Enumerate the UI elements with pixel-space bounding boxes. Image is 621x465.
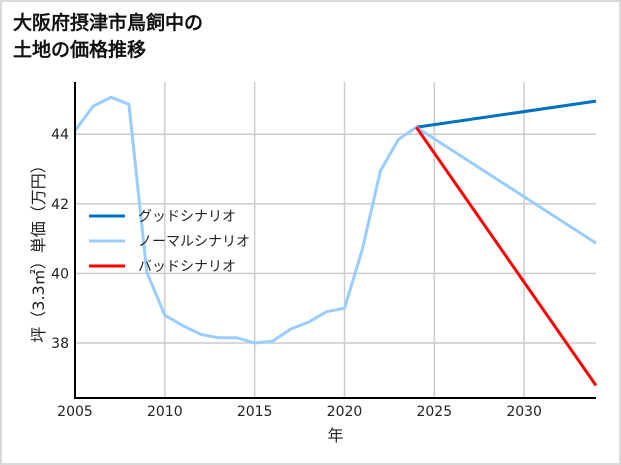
y-tick-label: 42 [51, 197, 69, 213]
legend-label: バッドシナリオ [138, 259, 236, 275]
title-line-1: 大阪府摂津市鳥飼中の [13, 12, 204, 34]
series-line-0 [416, 99, 597, 129]
x-tick-label: 2020 [327, 404, 363, 420]
series-line-2 [415, 126, 598, 387]
legend-label: グッドシナリオ [138, 209, 236, 225]
legend-label: ノーマルシナリオ [138, 234, 250, 250]
x-tick-label: 2025 [416, 404, 452, 420]
x-tick-label: 2030 [506, 404, 542, 420]
y-tick-label: 38 [51, 336, 69, 352]
x-axis-label: 年 [327, 426, 343, 445]
title-line-2: 土地の価格推移 [13, 39, 147, 61]
y-tick-label: 44 [51, 127, 69, 143]
y-tick-label: 40 [51, 266, 69, 282]
chart-title: 大阪府摂津市鳥飼中の 土地の価格推移 [13, 10, 203, 64]
y-axis-label: 坪（3.3㎡）単価（万円） [29, 157, 48, 342]
x-tick-label: 2005 [57, 404, 93, 420]
series-line-1 [73, 95, 597, 345]
x-tick-label: 2015 [237, 404, 273, 420]
x-tick-label: 2010 [147, 404, 183, 420]
